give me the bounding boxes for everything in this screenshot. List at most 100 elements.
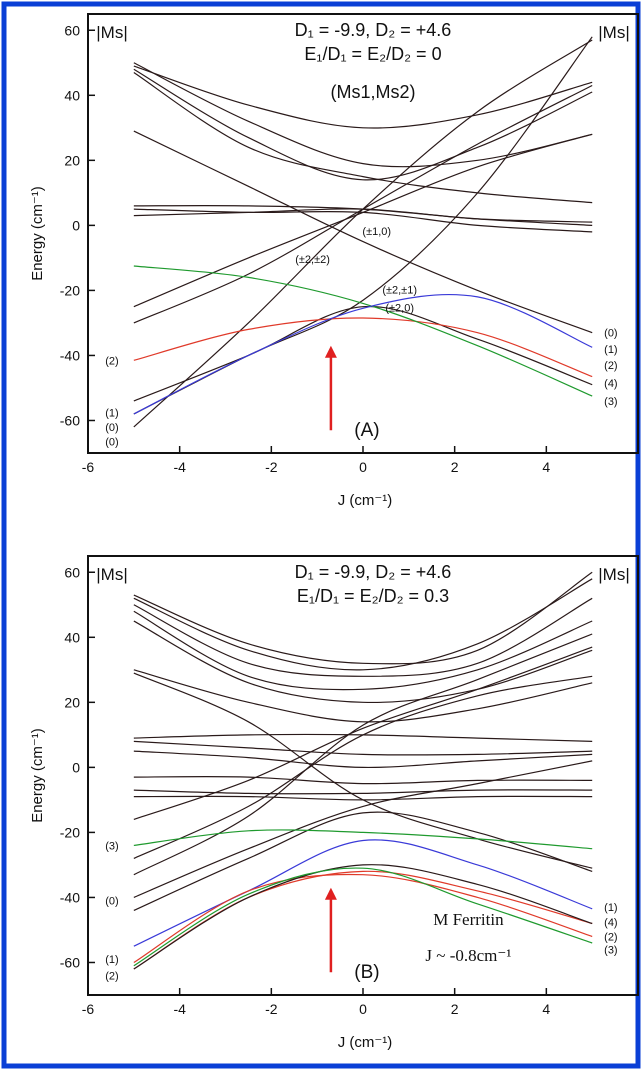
y-axis-label: Energy (cm⁻¹) (29, 186, 46, 281)
left-level-label: (2) (105, 355, 118, 367)
panel-label: (B) (354, 962, 379, 983)
x-tick-label: -4 (173, 1001, 186, 1017)
x-tick-label: 0 (359, 1001, 367, 1017)
energy-level-curve (133, 646, 593, 820)
energy-level-curve (133, 776, 593, 785)
left-level-label: (1) (105, 954, 118, 966)
energy-level-curve (133, 811, 593, 911)
energy-level-curve (133, 293, 593, 415)
energy-level-curve (133, 317, 593, 378)
x-tick-label: -6 (82, 459, 95, 475)
x-axis-label: J (cm⁻¹) (338, 492, 393, 509)
y-tick-label: -40 (60, 889, 80, 905)
energy-level-curve (133, 873, 593, 963)
x-tick-label: 4 (542, 1001, 550, 1017)
energy-level-curve (133, 864, 593, 970)
y-tick-label: 20 (64, 694, 80, 710)
energy-level-curve (133, 669, 593, 723)
state-annotation: (±1,0) (362, 226, 391, 238)
energy-level-curve (133, 620, 593, 704)
panel-title-line: E₁/D₁ = E₂/D₂ = 0 (304, 44, 441, 64)
panel-title-line: E₁/D₁ = E₂/D₂ = 0.3 (297, 586, 449, 606)
energy-level-curve (133, 62, 593, 168)
energy-level-curve (133, 795, 593, 801)
right-level-label: (3) (604, 944, 617, 956)
y-tick-label: -40 (60, 347, 80, 363)
x-tick-label: -6 (82, 1001, 95, 1017)
energy-level-curve (133, 130, 593, 334)
y-tick-label: 40 (64, 87, 80, 103)
energy-level-curve (133, 571, 593, 665)
right-ms-header: |Ms| (598, 565, 630, 584)
y-tick-label: -60 (60, 954, 80, 970)
left-level-label: (2) (105, 970, 118, 982)
red-arrow-head (324, 887, 337, 900)
y-tick-label: -60 (60, 412, 80, 428)
left-level-label: (0) (105, 437, 118, 449)
energy-level-curve (133, 305, 593, 402)
left-ms-header: |Ms| (96, 23, 128, 42)
ferritin-label: M Ferritin (433, 910, 504, 929)
y-tick-label: -20 (60, 824, 80, 840)
x-tick-label: -2 (265, 1001, 278, 1017)
panel-subtitle: (Ms1,Ms2) (331, 82, 416, 102)
left-level-label: (1) (105, 407, 118, 419)
energy-level-curve (133, 597, 593, 677)
panel-label: (A) (354, 420, 379, 441)
energy-level-curve (133, 39, 593, 428)
energy-level-curve (133, 633, 593, 876)
energy-level-curve (133, 610, 593, 691)
state-annotation: (±2,±1) (382, 285, 417, 297)
energy-level-curve (133, 133, 593, 308)
y-tick-label: -20 (60, 282, 80, 298)
right-level-label: (2) (604, 360, 617, 372)
x-tick-label: 4 (542, 459, 550, 475)
y-tick-label: 60 (64, 564, 80, 580)
left-level-label: (3) (105, 840, 118, 852)
x-tick-label: 2 (451, 459, 459, 475)
red-arrow-head (324, 345, 337, 358)
energy-level-curve (133, 265, 593, 397)
energy-level-curve (133, 65, 593, 129)
left-ms-header: |Ms| (96, 565, 128, 584)
y-tick-label: 20 (64, 152, 80, 168)
right-level-label: (0) (604, 328, 617, 340)
panel-title-line: D₁ = -9.9, D₂ = +4.6 (295, 562, 452, 582)
energy-level-curve (133, 750, 593, 769)
y-tick-label: 0 (72, 759, 80, 775)
energy-level-curve (133, 789, 593, 795)
energy-level-curve (133, 829, 593, 850)
energy-level-curve (133, 68, 593, 181)
energy-level-curve (133, 578, 593, 671)
ferritin-j-label: J ~ -0.8cm⁻¹ (425, 946, 511, 965)
x-tick-label: -2 (265, 459, 278, 475)
state-annotation: (±2,0) (385, 303, 414, 315)
y-tick-label: 60 (64, 22, 80, 38)
energy-level-curve (133, 740, 593, 756)
right-level-label: (4) (604, 378, 617, 390)
right-level-label: (2) (604, 931, 617, 943)
left-level-label: (0) (105, 422, 118, 434)
y-tick-label: 0 (72, 217, 80, 233)
y-tick-label: 40 (64, 629, 80, 645)
right-level-label: (4) (604, 917, 617, 929)
x-axis-label: J (cm⁻¹) (338, 1034, 393, 1051)
energy-level-curve (133, 675, 593, 859)
right-level-label: (1) (604, 902, 617, 914)
panel-title-line: D₁ = -9.9, D₂ = +4.6 (295, 20, 452, 40)
x-tick-label: -4 (173, 459, 186, 475)
x-tick-label: 0 (359, 459, 367, 475)
x-tick-label: 2 (451, 1001, 459, 1017)
energy-level-curve (133, 760, 593, 898)
right-level-label: (1) (604, 344, 617, 356)
energy-level-curve (133, 839, 593, 947)
left-level-label: (0) (105, 896, 118, 908)
y-axis-label: Energy (cm⁻¹) (29, 728, 46, 823)
right-ms-header: |Ms| (598, 23, 630, 42)
right-level-label: (3) (604, 396, 617, 408)
